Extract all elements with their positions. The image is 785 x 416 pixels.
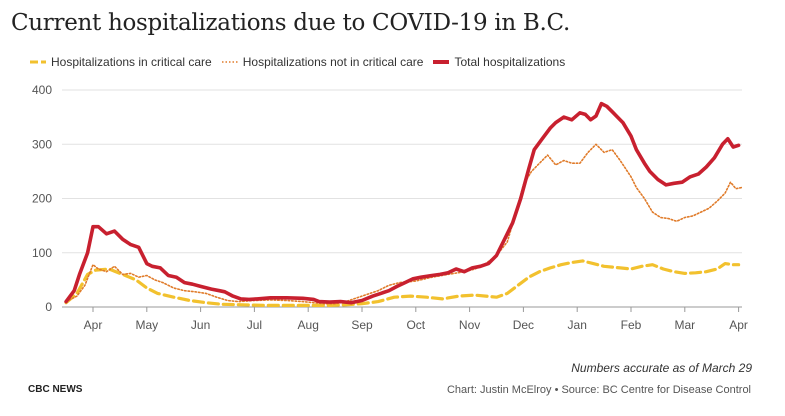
x-tick-label: Aug: [298, 318, 319, 332]
legend-swatch-critical: [30, 60, 46, 64]
legend-swatch-not-critical: [221, 61, 238, 63]
y-tick-label: 0: [45, 300, 52, 314]
y-tick-label: 100: [32, 246, 52, 260]
accuracy-note: Numbers accurate as of March 29: [571, 361, 752, 375]
legend-item-critical: Hospitalizations in critical care: [30, 55, 212, 69]
x-axis-ticks: Apr May Jun Jul Aug Sep Oct Nov Dec Jan Feb Mar Apr: [84, 307, 748, 332]
x-tick-label: Mar: [674, 318, 695, 332]
x-tick-label: Sep: [351, 318, 373, 332]
x-tick-label: Jan: [568, 318, 587, 332]
legend-label-not-critical: Hospitalizations not in critical care: [242, 55, 424, 69]
x-tick-label: Dec: [513, 318, 534, 332]
x-tick-label: Jun: [191, 318, 210, 332]
y-axis-ticks: 0 100 200 300 400: [32, 83, 52, 314]
legend-label-total: Total hospitalizations: [454, 55, 566, 69]
series-line-1: [65, 143, 743, 305]
source-credit: Chart: Justin McElroy • Source: BC Centr…: [446, 384, 751, 396]
x-tick-label: Apr: [84, 318, 103, 332]
series-line-2: [64, 101, 741, 305]
y-tick-label: 400: [32, 83, 52, 97]
x-tick-label: Jul: [247, 318, 262, 332]
legend-item-total: Total hospitalizations: [433, 55, 565, 69]
brand-logo: CBC NEWS: [28, 384, 83, 395]
chart-title: Current hospitalizations due to COVID-19…: [11, 10, 570, 36]
legend-swatch-total: [433, 60, 450, 64]
legend: Hospitalizations in critical care Hospit…: [30, 55, 575, 69]
x-tick-label: Oct: [406, 318, 425, 332]
legend-item-not-critical: Hospitalizations not in critical care: [221, 55, 424, 69]
grid-lines: [62, 89, 742, 308]
x-tick-label: Feb: [621, 318, 642, 332]
legend-label-critical: Hospitalizations in critical care: [51, 55, 212, 69]
series-line-0: [64, 259, 741, 307]
x-tick-label: Apr: [729, 318, 748, 332]
x-tick-label: May: [135, 318, 158, 332]
y-tick-label: 200: [32, 192, 52, 206]
x-tick-label: Nov: [459, 318, 480, 332]
y-tick-label: 300: [32, 137, 52, 151]
series-lines: [64, 101, 743, 307]
